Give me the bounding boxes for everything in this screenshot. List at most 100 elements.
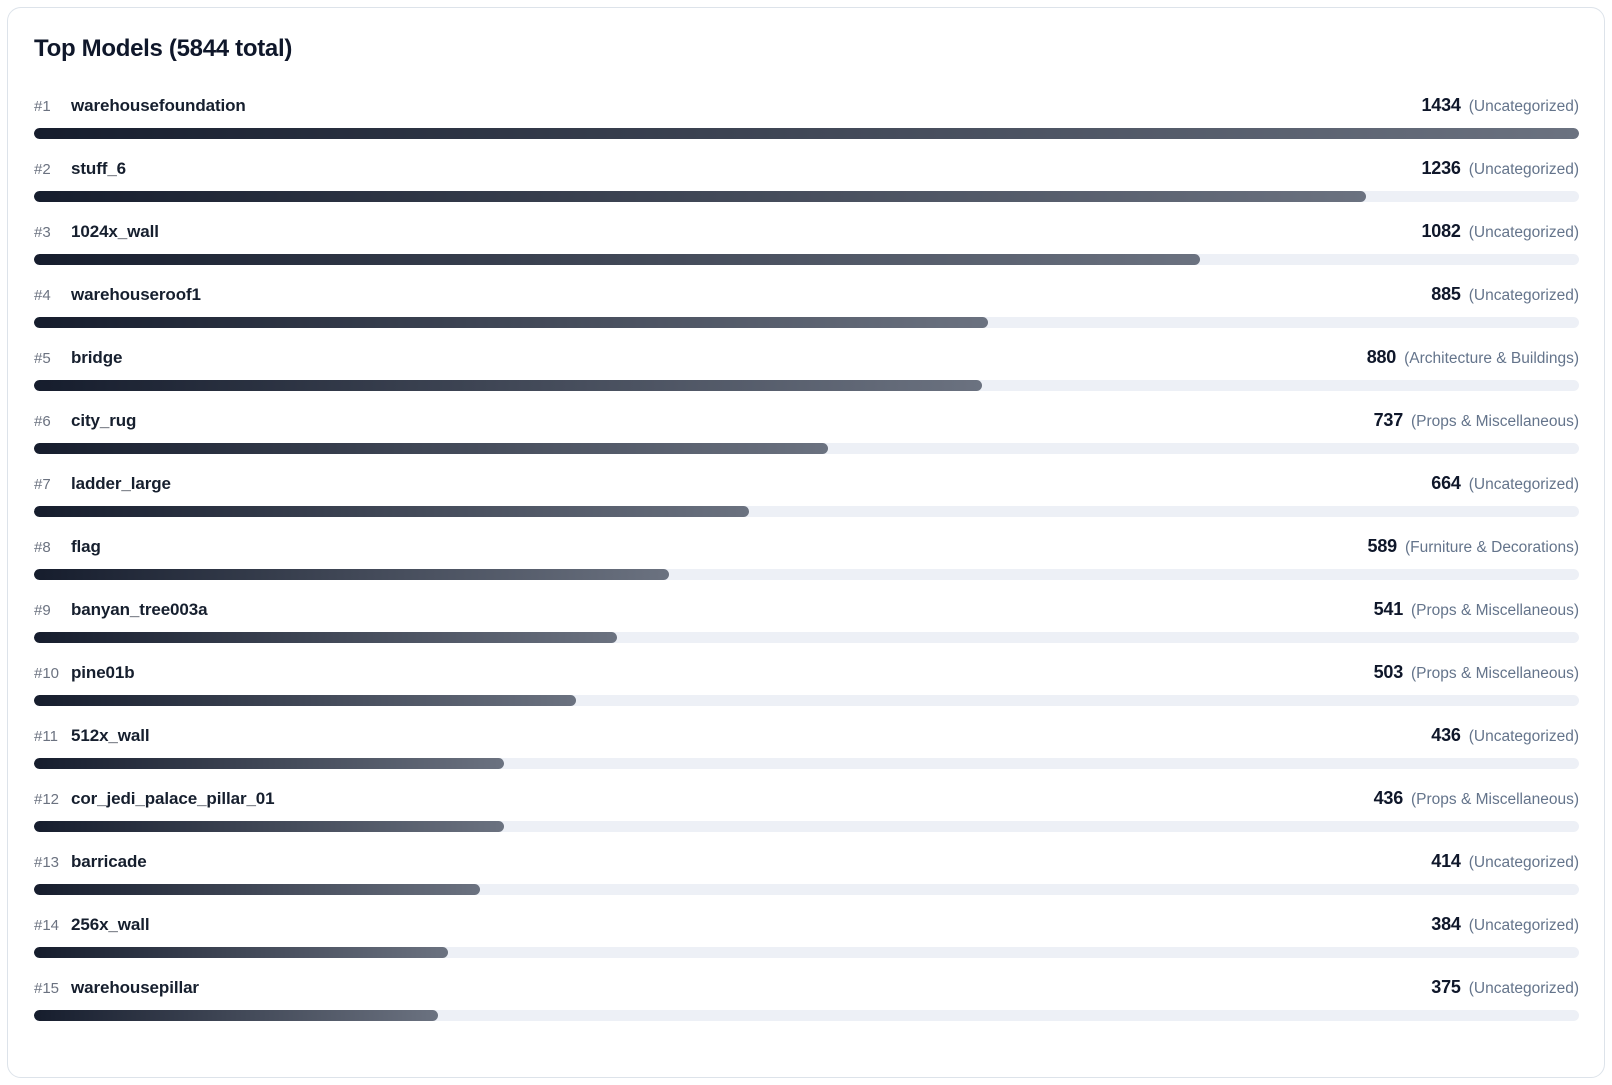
- model-name: barricade: [71, 852, 147, 871]
- model-bar-track: [34, 758, 1579, 769]
- model-row-label: #15 warehousepillar 375 (Uncategorized): [34, 977, 1579, 999]
- model-row-label: #1 warehousefoundation 1434 (Uncategoriz…: [34, 95, 1579, 117]
- model-category: (Props & Miscellaneous): [1411, 665, 1579, 682]
- model-name: cor_jedi_palace_pillar_01: [71, 789, 275, 808]
- model-name: stuff_6: [71, 159, 127, 178]
- model-row-stats: 664 (Uncategorized): [1431, 473, 1579, 494]
- model-row: #10 pine01b 503 (Props & Miscellaneous): [34, 662, 1579, 706]
- model-bar-fill: [34, 380, 983, 391]
- model-category: (Uncategorized): [1468, 980, 1579, 997]
- model-row-label: #13 barricade 414 (Uncategorized): [34, 851, 1579, 873]
- model-row-stats: 1082 (Uncategorized): [1421, 221, 1579, 242]
- model-row-label: #11 512x_wall 436 (Uncategorized): [34, 725, 1579, 747]
- model-category: (Furniture & Decorations): [1404, 539, 1579, 556]
- model-row-stats: 737 (Props & Miscellaneous): [1374, 410, 1579, 431]
- model-count: 541: [1373, 599, 1404, 619]
- model-category: (Uncategorized): [1468, 161, 1579, 178]
- model-count: 1434: [1421, 95, 1461, 115]
- model-row: #2 stuff_6 1236 (Uncategorized): [34, 158, 1579, 202]
- model-row-stats: 414 (Uncategorized): [1431, 851, 1579, 872]
- model-rank: #9: [34, 602, 51, 619]
- model-bar-fill: [34, 317, 988, 328]
- model-row-label: #14 256x_wall 384 (Uncategorized): [34, 914, 1579, 936]
- model-row-label: #4 warehouseroof1 885 (Uncategorized): [34, 284, 1579, 306]
- model-rank: #6: [34, 413, 51, 430]
- model-bar-track: [34, 947, 1579, 958]
- model-category: (Props & Miscellaneous): [1411, 413, 1579, 430]
- model-category: (Uncategorized): [1468, 917, 1579, 934]
- model-row-label: #2 stuff_6 1236 (Uncategorized): [34, 158, 1579, 180]
- model-category: (Uncategorized): [1468, 224, 1579, 241]
- model-row-label: #10 pine01b 503 (Props & Miscellaneous): [34, 662, 1579, 684]
- model-row: #6 city_rug 737 (Props & Miscellaneous): [34, 410, 1579, 454]
- model-row: #11 512x_wall 436 (Uncategorized): [34, 725, 1579, 769]
- model-name: banyan_tree003a: [71, 600, 208, 619]
- model-category: (Uncategorized): [1468, 476, 1579, 493]
- model-row: #13 barricade 414 (Uncategorized): [34, 851, 1579, 895]
- model-row-label: #3 1024x_wall 1082 (Uncategorized): [34, 221, 1579, 243]
- model-bar-fill: [34, 128, 1579, 139]
- model-row-stats: 885 (Uncategorized): [1431, 284, 1579, 305]
- model-category: (Uncategorized): [1468, 287, 1579, 304]
- model-name: bridge: [71, 348, 123, 367]
- model-rank: #5: [34, 350, 51, 367]
- model-count: 384: [1431, 914, 1461, 934]
- model-category: (Props & Miscellaneous): [1411, 791, 1579, 808]
- model-bar-track: [34, 128, 1579, 139]
- model-bar-fill: [34, 758, 504, 769]
- top-models-card: Top Models (5844 total) #1 warehousefoun…: [7, 7, 1605, 1078]
- model-row: #14 256x_wall 384 (Uncategorized): [34, 914, 1579, 958]
- model-count: 414: [1431, 851, 1461, 871]
- model-row-label: #12 cor_jedi_palace_pillar_01 436 (Props…: [34, 788, 1579, 810]
- model-bar-fill: [34, 821, 504, 832]
- model-rank: #1: [34, 98, 51, 115]
- model-count: 589: [1367, 536, 1398, 556]
- model-name: ladder_large: [71, 474, 171, 493]
- model-name: pine01b: [71, 663, 135, 682]
- model-bar-fill: [34, 443, 829, 454]
- model-name: 512x_wall: [71, 726, 150, 745]
- model-row-stats: 503 (Props & Miscellaneous): [1374, 662, 1579, 683]
- model-count: 1082: [1421, 221, 1461, 241]
- model-name: city_rug: [71, 411, 137, 430]
- model-bar-track: [34, 821, 1579, 832]
- model-row-stats: 436 (Props & Miscellaneous): [1374, 788, 1579, 809]
- card-title: Top Models (5844 total): [34, 35, 293, 62]
- model-rank: #3: [34, 224, 51, 241]
- model-bar-track: [34, 254, 1579, 265]
- model-name: flag: [71, 537, 101, 556]
- model-bar-fill: [34, 947, 448, 958]
- model-name: warehouseroof1: [71, 285, 201, 304]
- model-count: 436: [1431, 725, 1461, 745]
- model-row-label: #6 city_rug 737 (Props & Miscellaneous): [34, 410, 1579, 432]
- model-count: 503: [1373, 662, 1404, 682]
- model-count: 375: [1431, 977, 1461, 997]
- model-count: 1236: [1421, 158, 1461, 178]
- model-row-stats: 880 (Architecture & Buildings): [1367, 347, 1579, 368]
- model-row: #5 bridge 880 (Architecture & Buildings): [34, 347, 1579, 391]
- model-rank: #12: [34, 791, 60, 808]
- model-bar-fill: [34, 191, 1366, 202]
- model-bar-track: [34, 884, 1579, 895]
- model-rank: #11: [34, 728, 58, 745]
- model-row: #7 ladder_large 664 (Uncategorized): [34, 473, 1579, 517]
- model-row-stats: 375 (Uncategorized): [1431, 977, 1579, 998]
- model-bar-track: [34, 569, 1579, 580]
- model-count: 737: [1373, 410, 1404, 430]
- model-rank: #15: [34, 980, 60, 997]
- model-bar-fill: [34, 569, 669, 580]
- model-name: warehousepillar: [71, 978, 199, 997]
- model-bar-fill: [34, 1010, 439, 1021]
- model-count: 436: [1373, 788, 1404, 808]
- model-bar-fill: [34, 632, 617, 643]
- model-rank: #2: [34, 161, 51, 178]
- model-row: #9 banyan_tree003a 541 (Props & Miscella…: [34, 599, 1579, 643]
- model-count: 885: [1431, 284, 1461, 304]
- model-category: (Uncategorized): [1468, 728, 1579, 745]
- model-bar-fill: [34, 506, 750, 517]
- model-row-label: #8 flag 589 (Furniture & Decorations): [34, 536, 1579, 558]
- model-rank: #13: [34, 854, 60, 871]
- model-row: #12 cor_jedi_palace_pillar_01 436 (Props…: [34, 788, 1579, 832]
- model-row: #15 warehousepillar 375 (Uncategorized): [34, 977, 1579, 1021]
- model-row-label: #9 banyan_tree003a 541 (Props & Miscella…: [34, 599, 1579, 621]
